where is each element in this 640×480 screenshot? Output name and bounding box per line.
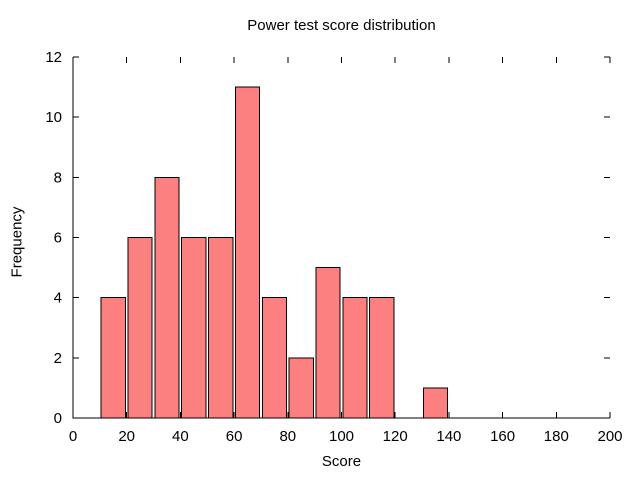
x-tick-label: 20 bbox=[118, 428, 135, 445]
y-tick-label: 12 bbox=[45, 49, 62, 66]
x-tick-label: 100 bbox=[329, 428, 354, 445]
x-axis-label: Score bbox=[321, 453, 362, 470]
y-tick-label: 10 bbox=[45, 109, 62, 126]
bars bbox=[100, 86, 449, 419]
y-tick-label: 2 bbox=[54, 350, 62, 367]
x-tick-label: 40 bbox=[172, 428, 189, 445]
x-tick-label: 80 bbox=[279, 428, 296, 445]
tick-labels: 0 20 40 60 80 100 120 140 160 180 200 0 2 4 6 8 10 12 bbox=[45, 49, 622, 445]
x-tick-label: 160 bbox=[490, 428, 515, 445]
y-tick-label: 0 bbox=[54, 410, 62, 427]
histogram-bar bbox=[127, 237, 153, 419]
x-tick-label: 140 bbox=[436, 428, 461, 445]
x-tick-label: 200 bbox=[597, 428, 622, 445]
x-tick-label: 0 bbox=[69, 428, 77, 445]
histogram-bar bbox=[422, 387, 449, 419]
histogram-bar bbox=[234, 86, 261, 419]
histogram-bar bbox=[100, 297, 126, 419]
x-tick-label: 60 bbox=[226, 428, 243, 445]
histogram-bar bbox=[261, 297, 287, 419]
x-tick-label: 120 bbox=[383, 428, 408, 445]
histogram-bar bbox=[315, 267, 341, 419]
histogram-bar bbox=[181, 237, 207, 419]
histogram-bar bbox=[342, 297, 368, 419]
axis-border bbox=[72, 57, 610, 419]
axis-ticks bbox=[72, 56, 611, 419]
x-tick-label: 180 bbox=[544, 428, 569, 445]
histogram-bar bbox=[208, 237, 234, 419]
y-tick-label: 4 bbox=[54, 290, 62, 307]
y-tick-label: 8 bbox=[54, 169, 62, 186]
y-tick-label: 6 bbox=[54, 230, 62, 247]
chart-title: Power test score distribution bbox=[247, 17, 436, 34]
histogram-bar bbox=[369, 297, 395, 419]
histogram-bar bbox=[154, 176, 180, 419]
histogram-bar bbox=[288, 357, 314, 419]
